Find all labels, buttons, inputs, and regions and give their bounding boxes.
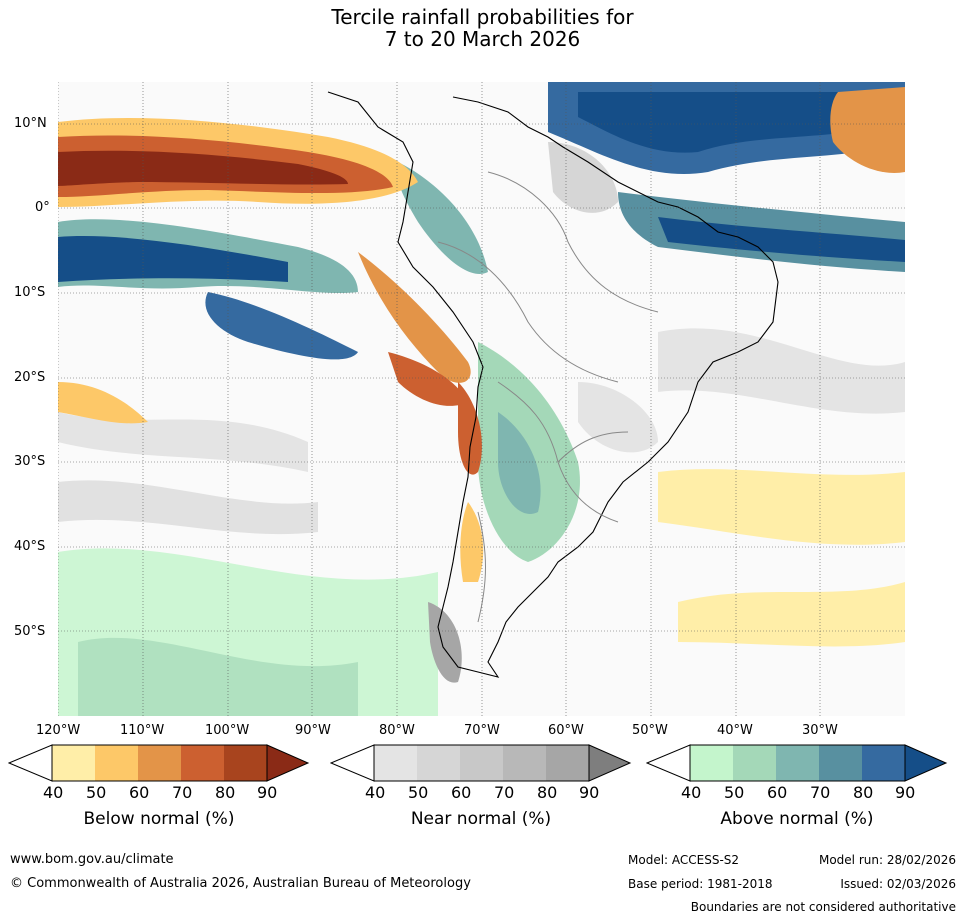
lat-label-10s: 10°S: [14, 285, 45, 300]
forecast-map: [58, 82, 905, 716]
tick-above-50: 50: [724, 783, 744, 802]
lon-label-40w: 40°W: [717, 723, 753, 738]
lon-label-30w: 30°W: [802, 723, 838, 738]
lon-label-70w: 70°W: [464, 723, 500, 738]
lat-label-40s: 40°S: [14, 539, 45, 554]
tick-near-40: 40: [365, 783, 385, 802]
title-line-2: 7 to 20 March 2026: [0, 28, 965, 50]
lat-label-10n: 10°N: [14, 116, 47, 131]
colorbar-below-title: Below normal (%): [4, 809, 314, 829]
map-title: Tercile rainfall probabilities for 7 to …: [0, 6, 965, 50]
tick-near-60: 60: [451, 783, 471, 802]
tick-above-90: 90: [895, 783, 915, 802]
lon-label-90w: 90°W: [295, 723, 331, 738]
tick-below-70: 70: [172, 783, 192, 802]
model-run-text: Model run: 28/02/2026: [819, 853, 956, 867]
lat-label-equator: 0°: [35, 200, 50, 215]
tick-above-40: 40: [681, 783, 701, 802]
tick-above-80: 80: [853, 783, 873, 802]
model-text: Model: ACCESS-S2: [628, 853, 739, 867]
colorbar-above-normal: [646, 744, 948, 782]
colorbar-near-title: Near normal (%): [326, 809, 636, 829]
base-period-text: Base period: 1981-2018: [628, 877, 773, 891]
tick-near-70: 70: [494, 783, 514, 802]
tick-near-50: 50: [408, 783, 428, 802]
website-link[interactable]: www.bom.gov.au/climate: [10, 852, 174, 867]
issued-text: Issued: 02/03/2026: [840, 877, 956, 891]
lat-label-50s: 50°S: [14, 624, 45, 639]
lon-label-60w: 60°W: [548, 723, 584, 738]
colorbar-below-normal: [8, 744, 310, 782]
tick-near-90: 90: [579, 783, 599, 802]
lon-label-120w: 120°W: [36, 723, 80, 738]
colorbar-near-normal: [330, 744, 632, 782]
tick-below-60: 60: [129, 783, 149, 802]
tick-below-50: 50: [86, 783, 106, 802]
colorbar-above-title: Above normal (%): [642, 809, 952, 829]
lon-label-100w: 100°W: [205, 723, 249, 738]
disclaimer-text: Boundaries are not considered authoritat…: [691, 900, 956, 914]
tick-below-80: 80: [215, 783, 235, 802]
tick-near-80: 80: [537, 783, 557, 802]
tick-below-40: 40: [43, 783, 63, 802]
title-line-1: Tercile rainfall probabilities for: [0, 6, 965, 28]
copyright-text: © Commonwealth of Australia 2026, Austra…: [10, 876, 471, 891]
lon-label-80w: 80°W: [379, 723, 415, 738]
lat-label-30s: 30°S: [14, 454, 45, 469]
tick-below-90: 90: [257, 783, 277, 802]
map-svg: [58, 82, 905, 716]
tick-above-70: 70: [810, 783, 830, 802]
lat-label-20s: 20°S: [14, 370, 45, 385]
lon-label-50w: 50°W: [632, 723, 668, 738]
lon-label-110w: 110°W: [120, 723, 164, 738]
tick-above-60: 60: [767, 783, 787, 802]
